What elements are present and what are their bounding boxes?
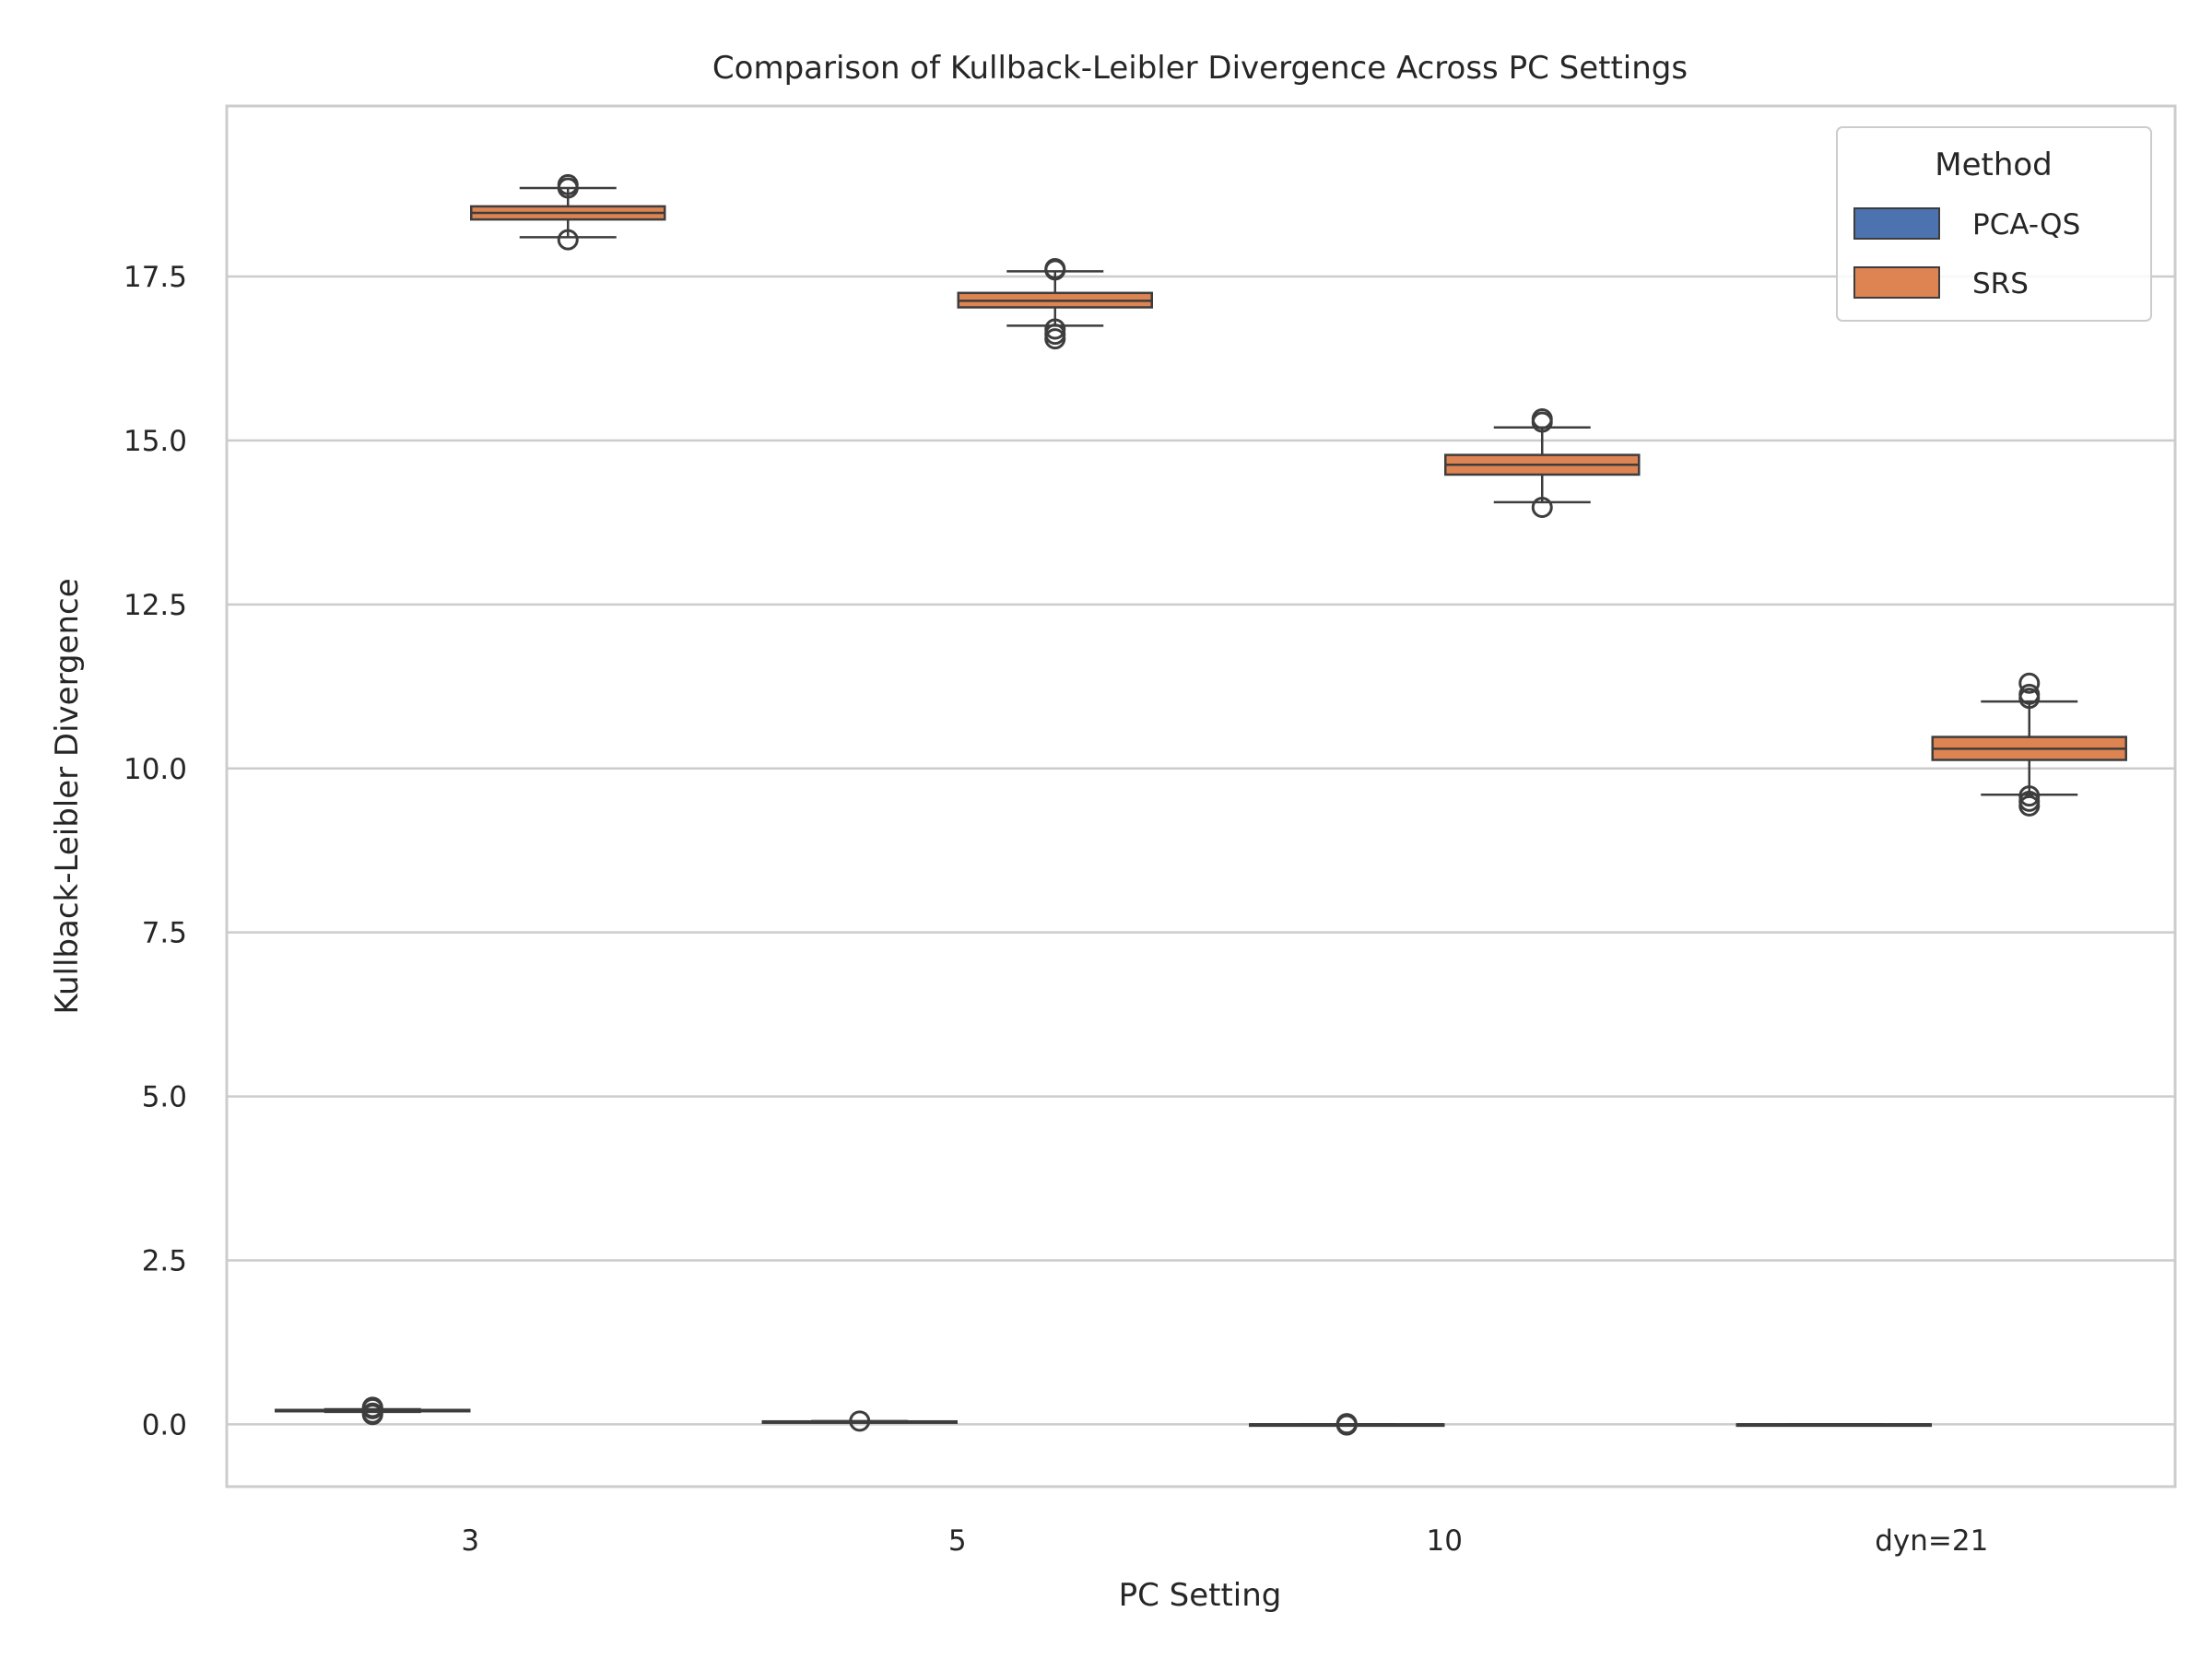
outlier-point <box>849 1410 871 1432</box>
legend-title: Method <box>1935 147 2053 183</box>
legend-label-srs: SRS <box>1972 267 2029 300</box>
y-tick-label: 2.5 <box>142 1244 187 1277</box>
grid-lines <box>227 275 2175 1426</box>
outlier-point <box>1531 407 1553 429</box>
legend: Method PCA-QS SRS <box>1836 126 2152 322</box>
outlier-point <box>1531 497 1553 519</box>
outlier-point <box>1335 1413 1358 1435</box>
outlier-point <box>361 1396 383 1418</box>
outlier-point <box>2018 683 2041 705</box>
x-tick-labels: 3 5 10 dyn=21 <box>461 1524 1988 1558</box>
y-tick-label: 0.0 <box>142 1408 187 1441</box>
legend-swatch-srs <box>1853 266 1940 299</box>
plot-frame <box>225 104 2177 1488</box>
box-pca-qs-dyn=21 <box>1735 1423 1932 1428</box>
x-tick-label: 5 <box>948 1524 967 1558</box>
y-tick-label: 15.0 <box>124 425 187 458</box>
chart-title: Comparison of Kullback-Leibler Divergenc… <box>712 50 1688 87</box>
outlier-point <box>1044 318 1066 340</box>
y-tick-label: 17.5 <box>124 261 187 294</box>
outlier-point <box>557 173 579 195</box>
box-srs-dyn=21 <box>1931 672 2127 817</box>
outlier-point <box>2018 790 2041 812</box>
box-pca-qs-10 <box>1249 1413 1445 1436</box>
x-tick-label: 10 <box>1427 1524 1463 1558</box>
legend-swatch-pca-qs <box>1853 207 1940 240</box>
y-tick-label: 5.0 <box>142 1081 187 1114</box>
box-srs-3 <box>470 173 666 251</box>
outlier-point <box>1044 257 1066 279</box>
y-axis-label: Kullback-Leibler Divergence <box>49 578 86 1014</box>
y-tick-labels: 0.0 2.5 5.0 7.5 10.0 12.5 15.0 17.5 <box>124 261 187 1441</box>
box-layer <box>275 173 2127 1436</box>
outlier-point <box>557 229 579 251</box>
y-tick-label: 12.5 <box>124 589 187 622</box>
legend-label-pca-qs: PCA-QS <box>1972 208 2080 241</box>
x-axis-label: PC Setting <box>1119 1577 1282 1614</box>
box-pca-qs-3 <box>275 1396 471 1426</box>
outlier-point <box>2018 672 2041 694</box>
x-tick-label: dyn=21 <box>1875 1524 1988 1558</box>
outlier-point <box>1044 324 1066 346</box>
box-srs-10 <box>1444 407 1641 519</box>
y-tick-label: 10.0 <box>124 753 187 786</box>
box-srs-5 <box>957 257 1153 350</box>
outlier-point <box>2018 785 2041 807</box>
box-pca-qs-5 <box>761 1410 958 1432</box>
x-tick-label: 3 <box>461 1524 479 1558</box>
y-tick-label: 7.5 <box>142 917 187 950</box>
